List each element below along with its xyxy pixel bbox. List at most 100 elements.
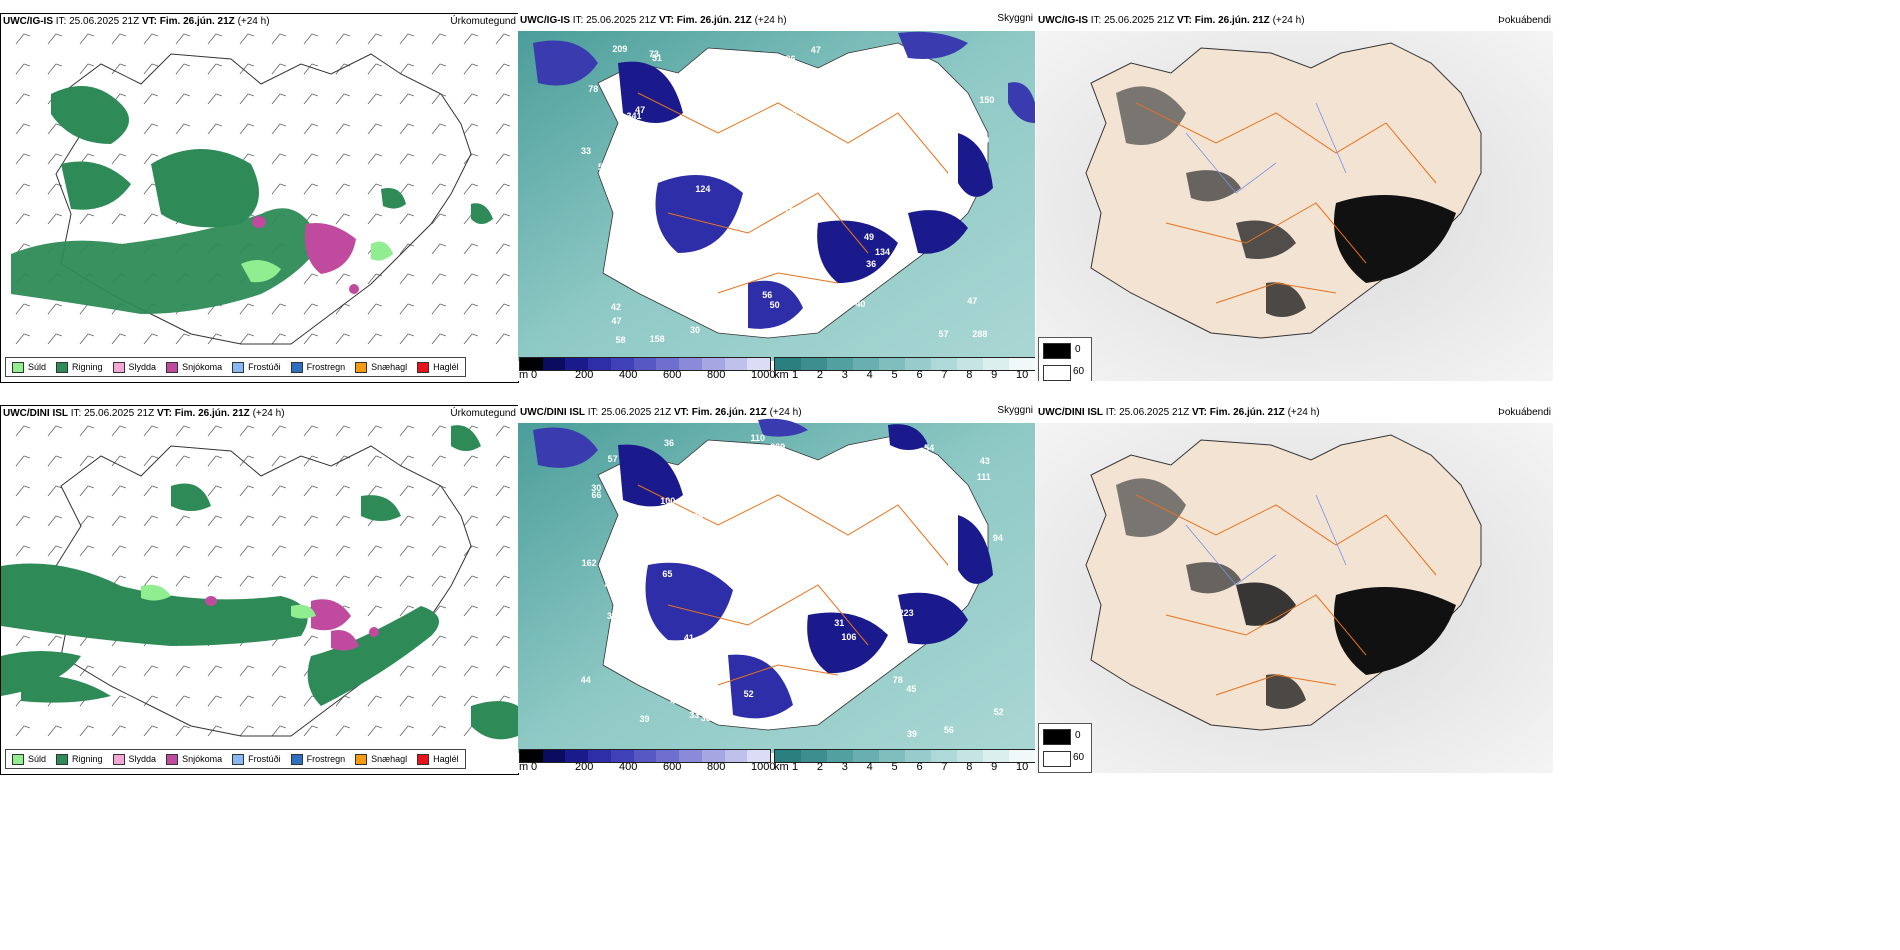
fog-indicator-panel-igis: UWC/IG-IS IT: 25.06.2025 21Z VT: Fim. 26… [1036,13,1553,381]
panel-header: UWC/DINI ISL IT: 25.06.2025 21Z VT: Fim.… [3,408,285,419]
cloud-base-label: 49 [854,60,865,71]
wind-barb [47,63,63,75]
wind-barb [271,333,287,345]
wind-barb [367,485,383,497]
wind-barb [303,63,319,75]
it-value: 25.06.2025 21Z [1104,15,1175,26]
wind-barb [367,183,383,195]
colorbar-segment [957,358,983,370]
cloud-base-label: 30 [690,324,701,335]
wind-barb [207,575,223,587]
wind-barb [399,515,415,527]
wind-barb [143,63,159,75]
vt-label: VT: [1176,15,1192,26]
colorbar-segment [610,358,634,370]
wind-barb [463,665,479,677]
cloud-base-label: 30 [591,483,602,494]
wind-barb [47,33,63,45]
cloud-base-colorbar [519,357,771,371]
colorbar-segment [724,358,748,370]
vt-value: Fim. 26.jún. 21Z [691,407,767,418]
wind-barb [79,213,95,225]
colorbar-segment [542,358,566,370]
panel-header: UWC/IG-IS IT: 25.06.2025 21Z VT: Fim. 26… [520,15,787,26]
vt-value: Fim. 26.jún. 21Z [1194,15,1270,26]
colorbar-segment [610,750,634,762]
wind-barb [431,605,447,617]
wind-barb [495,183,511,195]
wind-barb [207,725,223,737]
wind-barb [399,725,415,737]
wind-barb [303,635,319,647]
cloud-base-label: 65 [662,568,673,579]
wind-barb [207,515,223,527]
vt-value: Fim. 26.jún. 21Z [174,408,250,419]
it-value: 25.06.2025 21Z [586,15,657,26]
legend-item: Slydda [112,361,156,373]
wind-barb [303,575,319,587]
wind-barb [335,485,351,497]
wind-barb [111,153,127,165]
wind-barb [239,575,255,587]
wind-barb [367,605,383,617]
colorbar-tick: 5 [891,369,898,381]
wind-barb [271,575,287,587]
legend-swatch [290,361,303,373]
wind-barb [463,33,479,45]
legend-swatch [417,361,430,373]
cloud-base-label: 70 [860,122,871,133]
cloud-base-label: 42 [610,301,621,312]
cloud-base-label: 734 [891,230,907,241]
wind-barb [239,63,255,75]
wind-barb [79,725,95,737]
cloud-base-label: 13 [688,109,699,119]
wind-barb [303,123,319,135]
wind-barb [143,515,159,527]
colorbar-tick: 600 [663,369,682,381]
cloud-base-label: 56 [758,647,769,658]
wind-barb [495,243,511,255]
cloud-base-label: 52 [993,707,1004,718]
cloud-base-label: 209 [612,44,628,55]
wind-barb [143,665,159,677]
colorbar-tick: 1 [792,369,799,381]
wind-barb [463,63,479,75]
legend-swatch [112,753,125,765]
wind-barb [207,93,223,105]
colorbar-tick: 10 [1016,369,1029,381]
wind-barb [15,635,31,647]
wind-barb [143,575,159,587]
wind-barb [271,123,287,135]
cloud-base-label: 341 [626,111,642,122]
cloud-base-label: 288 [972,328,988,339]
model-name: UWC/IG-IS [1038,15,1088,26]
wind-barb [79,425,95,437]
legend-label: Súld [28,754,47,764]
wind-barb [495,153,511,165]
cloud-base-label: 31 [668,156,679,167]
cloud-base-label: 58 [615,335,626,346]
wind-barb [399,153,415,165]
cloud-base-label: 45 [604,580,615,591]
cloud-base-label: 43 [979,456,990,467]
wind-barb [239,455,255,467]
wind-barb [399,123,415,135]
wind-barb [495,333,511,345]
cloud-base-label: 100 [678,303,694,314]
colorbar-segment [853,750,879,762]
cloud-base-label: 45 [906,684,917,695]
cloud-base-ticks: m 0 200 400 600 800 1000 [519,369,775,381]
cloud-base-label: 52 [642,269,653,280]
wind-barb [431,63,447,75]
cloud-map [518,418,1035,753]
wind-barb [79,515,95,527]
legend-label: Frostregn [306,754,346,764]
wind-barb [463,455,479,467]
colorbar-tick: 3 [841,761,848,773]
wind-barb [463,303,479,315]
colorbar-tick: 9 [991,761,998,773]
wind-barb [79,455,95,467]
wind-barb [143,545,159,557]
legend-item: Snjókoma [166,753,222,765]
wind-barb [335,93,351,105]
